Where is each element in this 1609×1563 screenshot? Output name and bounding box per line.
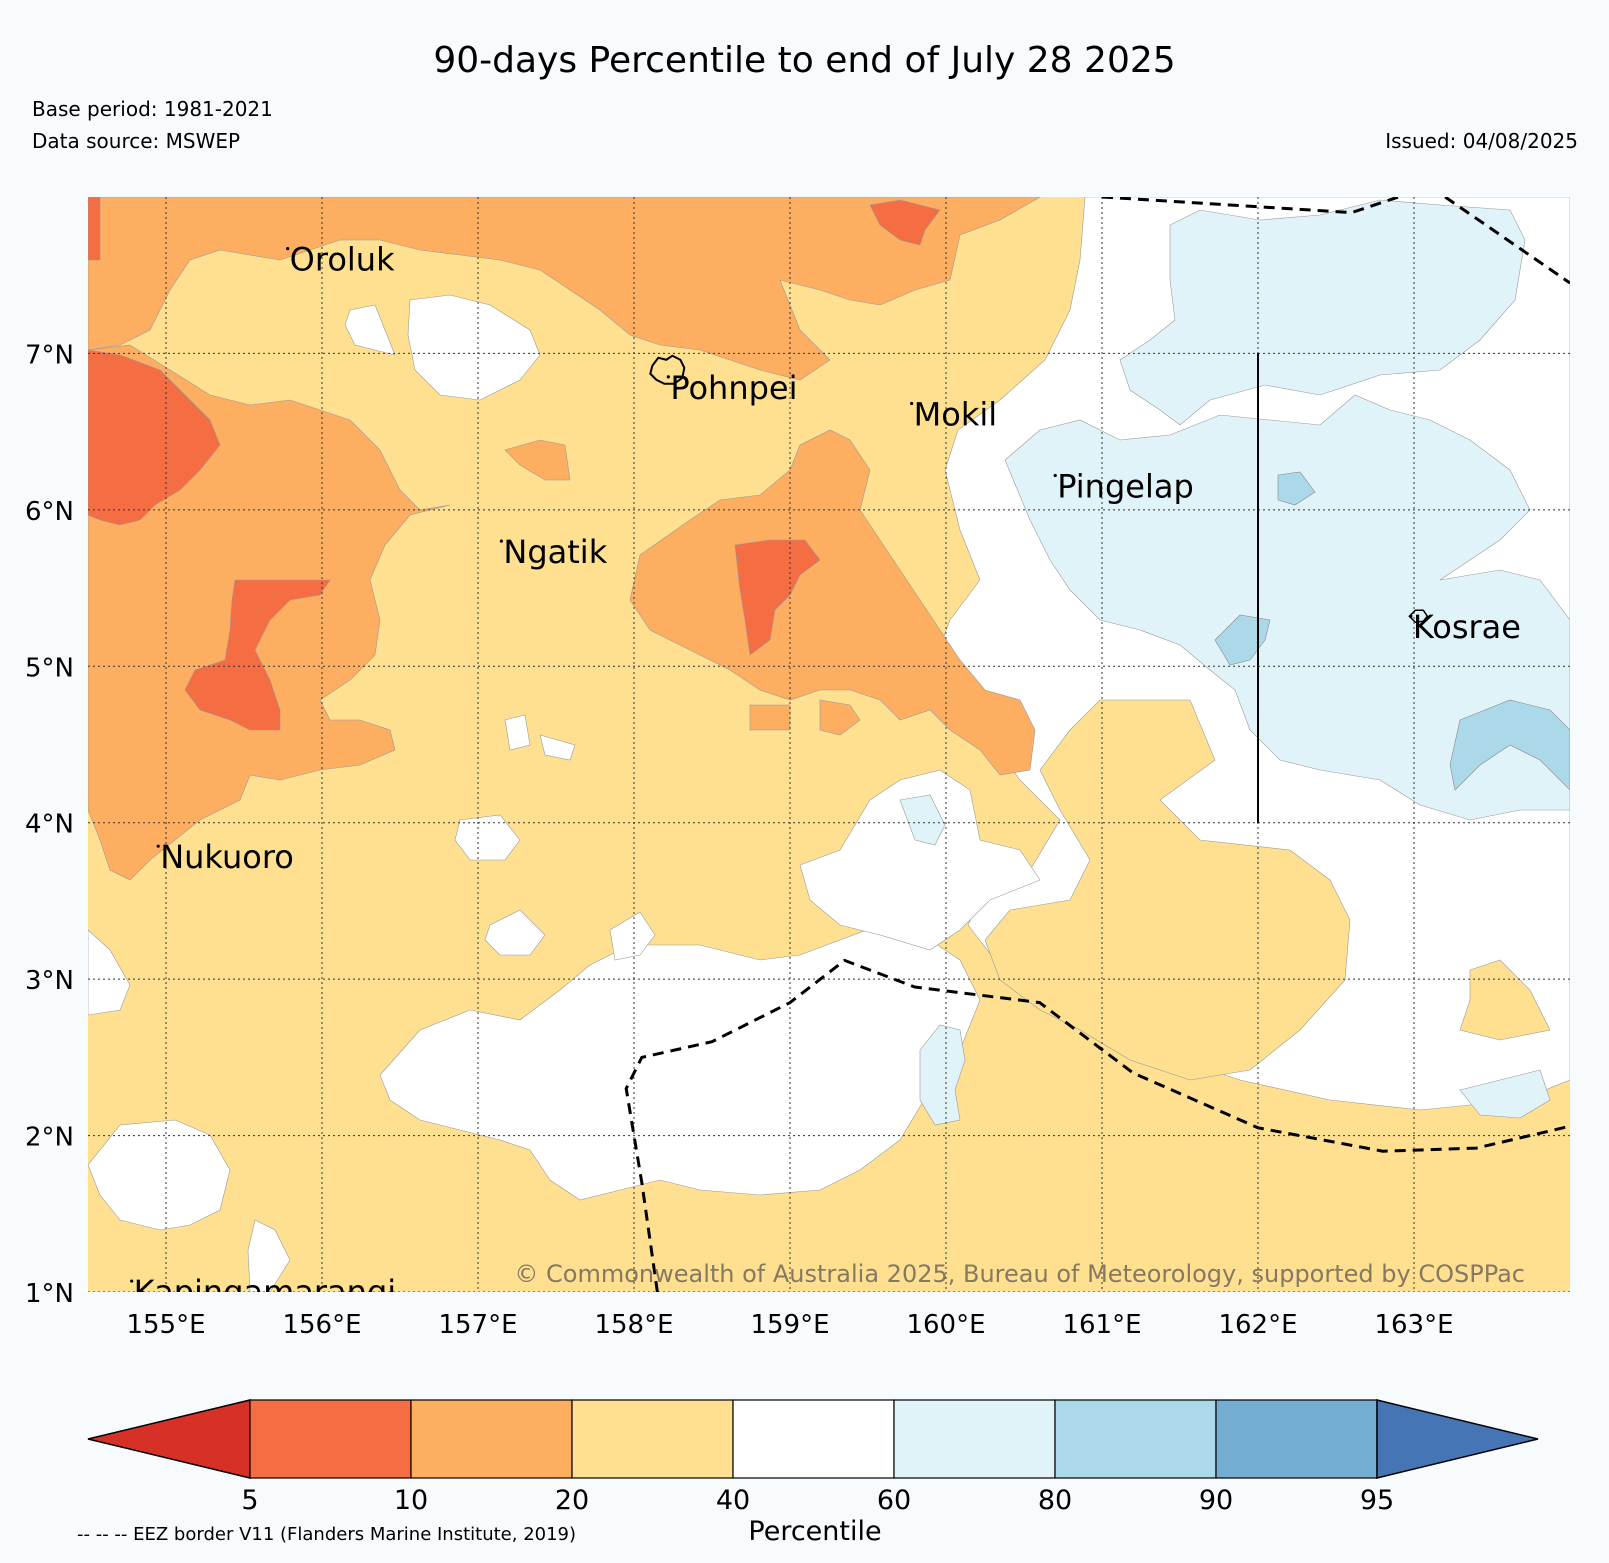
y-tick-label: 4°N [25, 810, 74, 840]
colorbar-tick-label: 40 [716, 1485, 750, 1516]
band-10-20-small-2 [819, 699, 861, 736]
copyright-notice: © Commonwealth of Australia 2025, Bureau… [514, 1260, 1525, 1288]
eez-border-line [1444, 197, 1570, 285]
band-40-60-south [88, 1119, 231, 1231]
place-label: Oroluk [290, 241, 395, 279]
kosrae-outline [1408, 609, 1429, 624]
colorbar-segment [1054, 1399, 1217, 1479]
eez-border-line [624, 958, 1570, 1292]
band-60-80-northeast [1119, 199, 1526, 426]
band-80-90-patch-3 [1277, 471, 1316, 506]
band-20-40-east-patch [984, 699, 1351, 1081]
island-marker [666, 375, 670, 379]
x-tick-label: 155°E [126, 1310, 205, 1340]
band-40-60-pocket-6 [247, 1219, 291, 1292]
place-label: Pohnpei [670, 369, 797, 407]
colorbar-legend: Percentile 5 10 20 40 60 80 90 95 [87, 1399, 1539, 1547]
x-tick-label: 157°E [438, 1310, 517, 1340]
x-tick-label: 163°E [1374, 1310, 1453, 1340]
band-40-60-pocket-nukuoro [454, 814, 521, 861]
colorbar-tick-label: 5 [241, 1485, 258, 1516]
colorbar-segment [410, 1399, 573, 1479]
colorbar-high-extend [1376, 1399, 1539, 1479]
x-tick-label: 159°E [750, 1310, 829, 1340]
y-tick-label: 1°N [25, 1279, 74, 1309]
band-5-10-center [734, 539, 821, 656]
band-5-10-northwest [88, 349, 221, 526]
band-80-90-patch-2 [1214, 614, 1271, 666]
island-marker [910, 401, 914, 406]
band-60-80-east [1004, 394, 1570, 821]
band-40-60-pocket-2 [484, 909, 546, 956]
island-marker [286, 247, 290, 251]
band-10-20-small-3 [749, 704, 791, 731]
colorbar-segment [893, 1399, 1056, 1479]
data-source: Data source: MSWEP [32, 129, 241, 153]
colorbar-segment [732, 1399, 895, 1479]
band-60-80-small [899, 794, 946, 846]
band-40-60-pocket-3 [609, 911, 656, 961]
place-label: Ngatik [503, 533, 607, 571]
map-title: 90-days Percentile to end of July 28 202… [433, 40, 1176, 81]
band-20-40-se-patch [1459, 959, 1551, 1041]
x-tick-label: 158°E [594, 1310, 673, 1340]
colorbar-segment [571, 1399, 734, 1479]
x-tick-label: 161°E [1062, 1310, 1141, 1340]
y-tick-label: 6°N [25, 497, 74, 527]
band-5-10-west [184, 579, 331, 731]
band-5-10-edge [88, 197, 101, 261]
colorbar-tick-label: 20 [555, 1485, 589, 1516]
band-40-60-pocket-4 [504, 714, 531, 751]
island-marker [156, 844, 160, 848]
y-tick-label: 7°N [25, 340, 74, 370]
colorbar-segment [249, 1399, 412, 1479]
place-label: Pingelap [1057, 467, 1194, 505]
colorbar-tick-label: 10 [394, 1485, 428, 1516]
band-40-60-west-pocket [344, 304, 396, 356]
eez-borders [624, 197, 1570, 1292]
x-tick-label: 156°E [282, 1310, 361, 1340]
band-40-60-pocket-5 [539, 734, 576, 761]
band-5-10-north [869, 199, 941, 246]
band-80-90-patch-1 [1449, 699, 1570, 791]
place-label: Nukuoro [160, 838, 294, 876]
y-tick-label: 3°N [25, 966, 74, 996]
place-label: Kosrae [1413, 608, 1521, 646]
colorbar-segment [1215, 1399, 1378, 1479]
axis-tick-labels: 155°E 156°E 157°E 158°E 159°E 160°E 161°E 162°E… [25, 340, 1454, 1340]
band-40-60-center [799, 769, 1041, 951]
band-40-60-west-edge [88, 929, 131, 1016]
place-label: Mokil [914, 395, 998, 433]
band-10-20-north [88, 197, 1041, 381]
colorbar-tick-label: 80 [1038, 1485, 1072, 1516]
band-10-20-center [629, 429, 1036, 776]
colorbar-tick-label: 95 [1360, 1485, 1394, 1516]
colorbar-tick-label: 60 [877, 1485, 911, 1516]
band-60-80-south-pocket [919, 1024, 966, 1126]
legend-title: Percentile [748, 1516, 881, 1547]
issued-date: Issued: 04/08/2025 [1385, 129, 1578, 153]
band-10-20-small-1 [504, 439, 571, 481]
eez-footnote: -- -- -- EEZ border V11 (Flanders Marine… [77, 1524, 577, 1545]
band-60-80-se-pocket [1459, 1069, 1551, 1119]
graticule [88, 197, 1570, 1292]
x-tick-label: 160°E [906, 1310, 985, 1340]
colorbar-tick-label: 90 [1199, 1485, 1233, 1516]
place-labels: Oroluk Pohnpei Mokil Pingelap Ngatik Kosrae Nu… [130, 241, 1521, 1311]
island-marker [1053, 473, 1057, 478]
colorbar-low-extend [87, 1399, 251, 1479]
island-marker [499, 539, 503, 543]
x-tick-label: 162°E [1218, 1310, 1297, 1340]
island-marker [130, 1279, 134, 1283]
y-tick-label: 2°N [25, 1123, 74, 1153]
band-40-60-nw-pocket [407, 294, 541, 401]
place-label: Kapingamarangi [134, 1273, 396, 1311]
map-plot-area: Oroluk Pohnpei Mokil Pingelap Ngatik Kosrae Nu… [88, 197, 1570, 1311]
pohnpei-outline [649, 354, 686, 385]
y-tick-label: 5°N [25, 653, 74, 683]
base-period: Base period: 1981-2021 [32, 97, 273, 121]
